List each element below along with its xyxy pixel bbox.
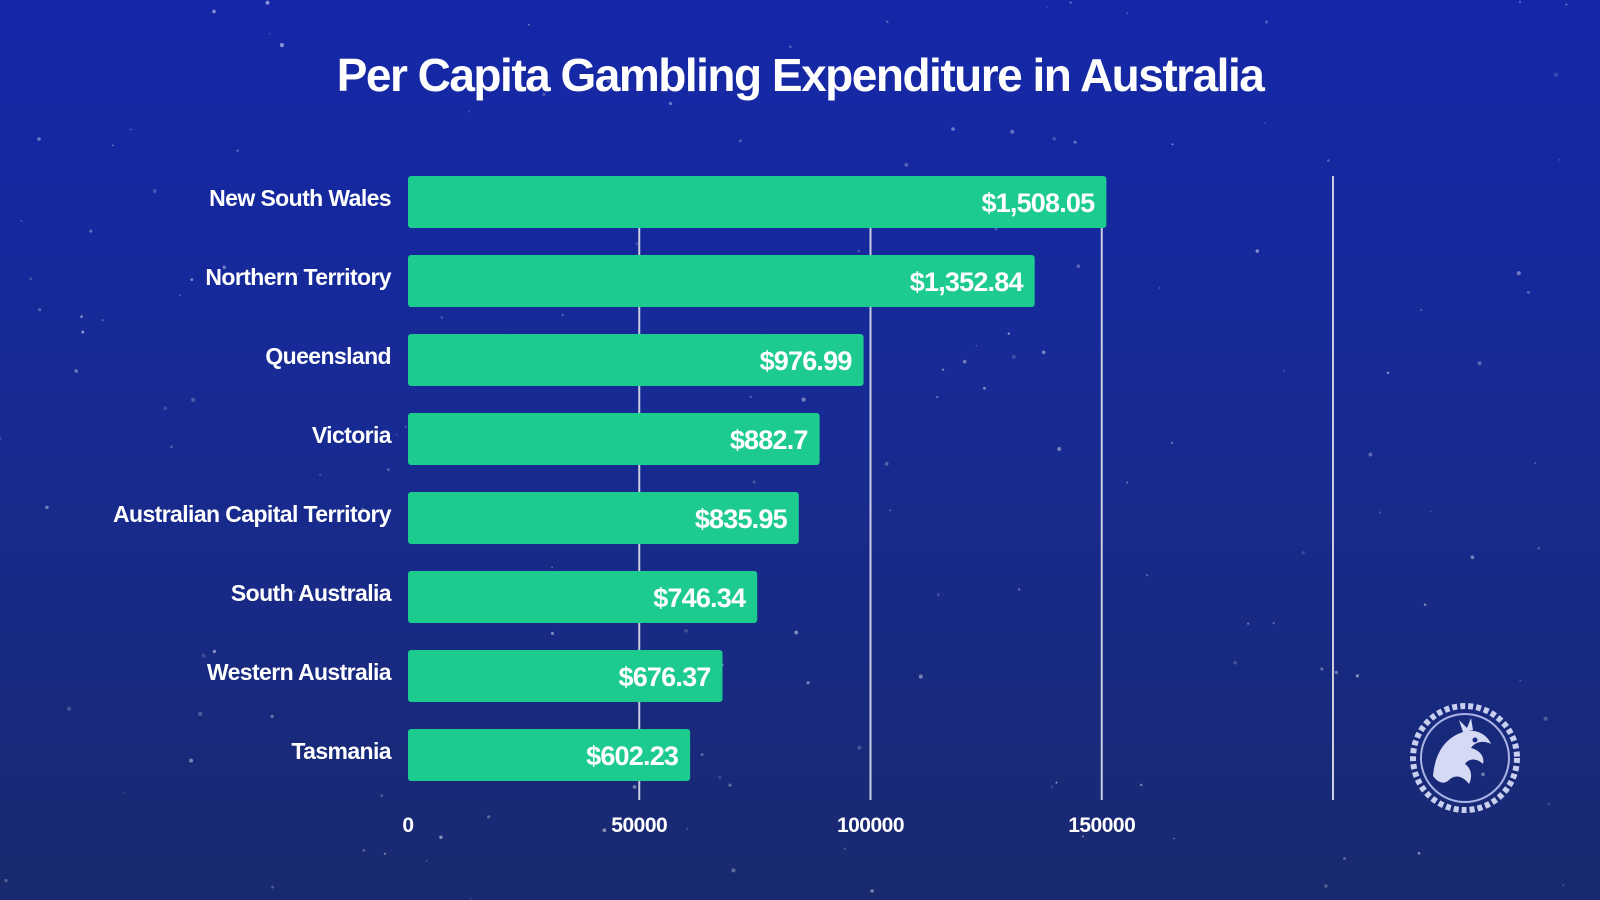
bar-value-label: $835.95 [695, 504, 788, 534]
bar [408, 571, 758, 623]
bar [408, 413, 820, 465]
bar-value-label: $746.34 [653, 583, 746, 613]
category-label: New South Wales [209, 185, 391, 211]
chart-title: Per Capita Gambling Expenditure in Austr… [336, 49, 1265, 101]
x-tick-label: 150000 [1068, 814, 1135, 837]
dragon-logo-icon [1410, 703, 1520, 813]
bar [408, 492, 799, 544]
bar [408, 650, 723, 702]
x-tick-label: 100000 [837, 814, 904, 837]
bar [408, 176, 1107, 228]
bar [408, 255, 1035, 307]
bar-value-label: $602.23 [586, 741, 679, 771]
x-tick-labels: 0 50000 100000 150000 [402, 814, 1135, 837]
category-label: Tasmania [291, 738, 391, 764]
category-label: Queensland [265, 343, 391, 369]
category-label: Western Australia [207, 659, 392, 685]
bar-value-label: $676.37 [619, 662, 711, 692]
category-labels: New South Wales Northern Territory Queensl… [113, 185, 392, 764]
category-label: Northern Territory [205, 264, 391, 290]
category-label: Australian Capital Territory [113, 501, 392, 527]
category-label: South Australia [231, 580, 392, 606]
bar-value-label: $1,508.05 [981, 188, 1095, 218]
bar [408, 729, 691, 781]
x-tick-label: 0 [402, 814, 413, 837]
category-label: Victoria [312, 422, 392, 448]
bar-value-label: $882.7 [730, 425, 808, 455]
bar-value-label: $1,352.84 [910, 267, 1024, 297]
bar [408, 334, 864, 386]
bar-value-label: $976.99 [760, 346, 853, 376]
x-tick-label: 50000 [611, 814, 667, 837]
bars-group: $1,508.05 $1,352.84 $976.99 $882.7 $835.95 $7… [408, 176, 1107, 781]
